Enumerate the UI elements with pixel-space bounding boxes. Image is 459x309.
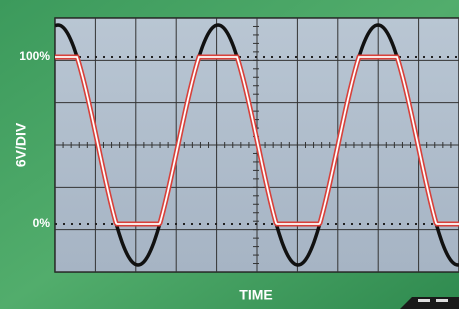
probe-mark xyxy=(418,299,430,302)
label-100: 100% xyxy=(19,49,50,63)
x-axis-label: TIME xyxy=(239,287,272,303)
oscilloscope-diagram: 100% 0% 6V/DIV TIME xyxy=(0,0,459,309)
label-0: 0% xyxy=(33,216,51,230)
probe-mark xyxy=(436,299,448,302)
y-axis-label: 6V/DIV xyxy=(13,122,29,167)
